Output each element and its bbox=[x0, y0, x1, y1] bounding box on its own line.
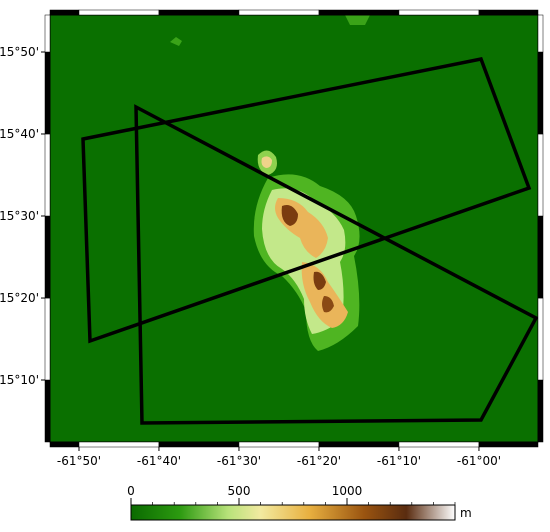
frame-stripe bbox=[44, 51, 51, 135]
frame-stripe bbox=[318, 9, 400, 16]
frame-stripes bbox=[44, 9, 544, 448]
lon-label: -61°30' bbox=[217, 454, 261, 468]
frame-stripe bbox=[44, 14, 51, 53]
frame-stripe bbox=[158, 441, 240, 448]
frame-stripe bbox=[537, 297, 544, 381]
frame-stripe bbox=[78, 441, 160, 448]
frame-stripe bbox=[398, 9, 480, 16]
frame-stripe bbox=[398, 441, 480, 448]
lon-label: -61°50' bbox=[57, 454, 101, 468]
frame-stripe bbox=[478, 441, 539, 448]
scene-footprints bbox=[81, 56, 539, 425]
lat-label: 15°10' bbox=[0, 373, 39, 387]
lon-label: -61°20' bbox=[297, 454, 341, 468]
frame-stripe bbox=[44, 133, 51, 217]
island bbox=[170, 15, 370, 351]
frame-stripe bbox=[238, 441, 320, 448]
frame-stripe bbox=[537, 379, 544, 443]
frame-stripe bbox=[537, 215, 544, 299]
frame-stripe bbox=[537, 133, 544, 217]
frame-stripe bbox=[44, 297, 51, 381]
colorbar-unit: m bbox=[460, 506, 472, 520]
axis-labels: -61°50' -61°40' -61°30' -61°20' -61°10' -61°0… bbox=[0, 45, 501, 468]
frame-stripe bbox=[238, 9, 320, 16]
frame-stripe bbox=[44, 379, 51, 443]
frame-stripe bbox=[44, 215, 51, 299]
lon-label: -61°10' bbox=[377, 454, 421, 468]
colorbar-tick-label: 1000 bbox=[332, 484, 363, 498]
colorbar-tick-label: 0 bbox=[127, 484, 135, 498]
lon-label: -61°40' bbox=[137, 454, 181, 468]
lat-label: 15°40' bbox=[0, 127, 39, 141]
colorbar-tick-label: 500 bbox=[228, 484, 251, 498]
frame-stripe bbox=[478, 9, 539, 16]
frame-stripe bbox=[49, 441, 80, 448]
frame-stripe bbox=[537, 14, 544, 53]
frame-stripe bbox=[318, 441, 400, 448]
frame-stripe bbox=[49, 9, 80, 16]
lat-label: 15°20' bbox=[0, 291, 39, 305]
lat-label: 15°50' bbox=[0, 45, 39, 59]
lat-label: 15°30' bbox=[0, 209, 39, 223]
colorbar bbox=[130, 504, 456, 521]
frame-stripe bbox=[537, 51, 544, 135]
lon-label: -61°00' bbox=[457, 454, 501, 468]
frame-stripe bbox=[78, 9, 160, 16]
frame-stripe bbox=[158, 9, 240, 16]
